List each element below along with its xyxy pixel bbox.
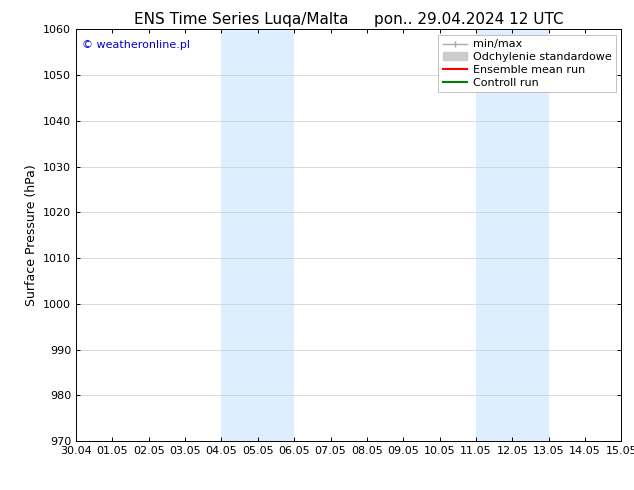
Text: pon.. 29.04.2024 12 UTC: pon.. 29.04.2024 12 UTC (374, 12, 564, 27)
Text: ENS Time Series Luqa/Malta: ENS Time Series Luqa/Malta (134, 12, 348, 27)
Y-axis label: Surface Pressure (hPa): Surface Pressure (hPa) (25, 164, 37, 306)
Bar (476, 29, 548, 441)
Bar (221, 29, 294, 441)
Legend: min/max, Odchylenie standardowe, Ensemble mean run, Controll run: min/max, Odchylenie standardowe, Ensembl… (438, 35, 616, 92)
Text: © weatheronline.pl: © weatheronline.pl (82, 40, 190, 49)
